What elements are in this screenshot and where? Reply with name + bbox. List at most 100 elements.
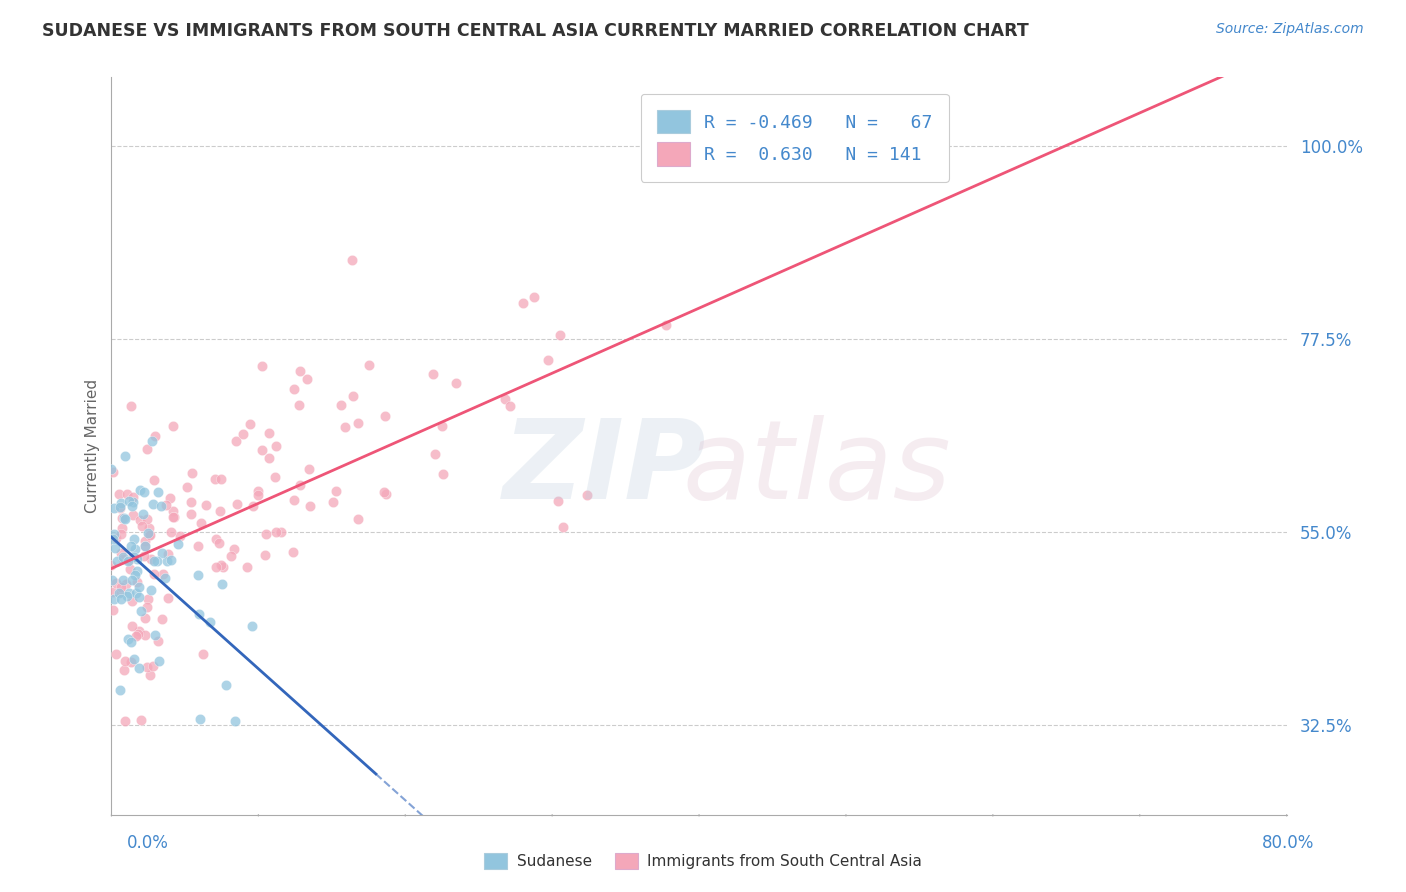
Point xyxy=(114,654,136,668)
Point xyxy=(188,712,211,726)
Point xyxy=(121,619,143,633)
Point xyxy=(129,713,152,727)
Point xyxy=(499,400,522,414)
Point xyxy=(430,419,453,434)
Point xyxy=(209,472,232,486)
Point xyxy=(143,566,166,581)
Point xyxy=(160,553,183,567)
Point xyxy=(128,624,150,639)
Point xyxy=(111,521,134,535)
Point xyxy=(322,495,344,509)
Point xyxy=(142,497,165,511)
Point xyxy=(236,560,259,574)
Point xyxy=(157,591,180,606)
Point xyxy=(122,532,145,546)
Point xyxy=(115,577,138,591)
Point xyxy=(254,527,277,541)
Point xyxy=(121,550,143,565)
Point xyxy=(121,494,143,508)
Point xyxy=(114,449,136,463)
Point xyxy=(110,527,132,541)
Point xyxy=(208,504,231,518)
Point xyxy=(108,486,131,500)
Point xyxy=(122,490,145,504)
Point xyxy=(142,658,165,673)
Point xyxy=(120,399,142,413)
Point xyxy=(110,546,132,560)
Point xyxy=(288,398,311,412)
Point xyxy=(110,591,132,606)
Point xyxy=(120,655,142,669)
Point xyxy=(330,398,353,412)
Point xyxy=(136,442,159,457)
Point xyxy=(240,619,263,633)
Point xyxy=(342,389,364,403)
Point xyxy=(211,559,233,574)
Point xyxy=(346,417,368,431)
Point xyxy=(225,434,247,449)
Point xyxy=(136,659,159,673)
Point xyxy=(191,647,214,661)
Point xyxy=(139,668,162,682)
Point xyxy=(132,549,155,563)
Point xyxy=(111,511,134,525)
Point xyxy=(156,547,179,561)
Point xyxy=(100,462,122,476)
Point xyxy=(124,541,146,556)
Point xyxy=(101,603,124,617)
Point xyxy=(257,451,280,466)
Point xyxy=(101,465,124,479)
Point xyxy=(114,512,136,526)
Point xyxy=(169,529,191,543)
Point xyxy=(374,409,396,424)
Point xyxy=(103,532,125,546)
Point xyxy=(257,425,280,440)
Point xyxy=(295,371,318,385)
Point xyxy=(298,462,321,476)
Point xyxy=(246,488,269,502)
Point xyxy=(152,567,174,582)
Point xyxy=(160,525,183,540)
Point xyxy=(104,576,127,591)
Point xyxy=(111,574,134,588)
Point xyxy=(117,589,139,603)
Point xyxy=(138,591,160,606)
Point xyxy=(150,499,173,513)
Point xyxy=(239,417,262,431)
Point xyxy=(181,466,204,480)
Point xyxy=(198,615,221,629)
Point xyxy=(253,548,276,562)
Point xyxy=(100,558,122,572)
Point xyxy=(162,509,184,524)
Point xyxy=(146,485,169,500)
Point xyxy=(205,560,228,574)
Point xyxy=(250,442,273,457)
Point xyxy=(125,575,148,590)
Point xyxy=(143,627,166,641)
Point xyxy=(264,524,287,539)
Point xyxy=(163,509,186,524)
Legend: Sudanese, Immigrants from South Central Asia: Sudanese, Immigrants from South Central … xyxy=(478,847,928,875)
Point xyxy=(134,628,156,642)
Text: Source: ZipAtlas.com: Source: ZipAtlas.com xyxy=(1216,22,1364,37)
Point xyxy=(117,632,139,646)
Point xyxy=(134,485,156,500)
Point xyxy=(122,549,145,564)
Point xyxy=(118,562,141,576)
Point xyxy=(250,359,273,374)
Point xyxy=(103,527,125,541)
Point xyxy=(101,574,124,588)
Point xyxy=(219,549,242,564)
Point xyxy=(129,513,152,527)
Text: atlas: atlas xyxy=(682,415,950,522)
Point xyxy=(128,590,150,604)
Point xyxy=(148,633,170,648)
Point xyxy=(422,368,444,382)
Point xyxy=(125,629,148,643)
Point xyxy=(121,593,143,607)
Point xyxy=(143,473,166,487)
Point xyxy=(204,472,226,486)
Point xyxy=(162,419,184,434)
Point xyxy=(150,546,173,560)
Text: ZIP: ZIP xyxy=(503,415,707,522)
